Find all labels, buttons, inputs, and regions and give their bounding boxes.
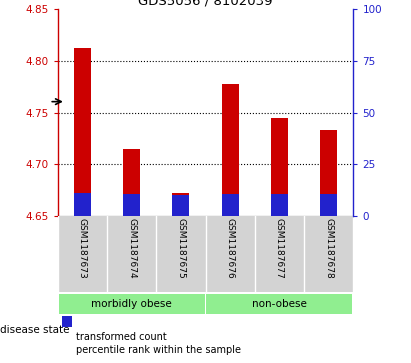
Bar <box>271 118 288 216</box>
Title: GDS5056 / 8102039: GDS5056 / 8102039 <box>138 0 273 8</box>
Text: GSM1187674: GSM1187674 <box>127 218 136 279</box>
Bar <box>172 193 189 216</box>
Bar <box>123 149 140 216</box>
Bar <box>206 294 353 314</box>
Bar <box>320 194 337 216</box>
Bar <box>271 194 288 216</box>
Bar <box>62 200 72 327</box>
Bar <box>123 194 140 216</box>
Text: morbidly obese: morbidly obese <box>91 299 172 309</box>
Text: percentile rank within the sample: percentile rank within the sample <box>76 345 241 355</box>
Text: GSM1187673: GSM1187673 <box>78 218 87 279</box>
Text: GSM1187676: GSM1187676 <box>226 218 235 279</box>
Text: GSM1187678: GSM1187678 <box>324 218 333 279</box>
Bar <box>74 48 91 216</box>
Bar <box>222 83 239 216</box>
Bar <box>222 194 239 216</box>
Text: GSM1187675: GSM1187675 <box>176 218 185 279</box>
Text: disease state: disease state <box>0 325 69 335</box>
Bar <box>320 130 337 216</box>
Bar <box>62 36 72 163</box>
Bar <box>74 193 91 216</box>
Text: non-obese: non-obese <box>252 299 307 309</box>
Bar <box>172 195 189 216</box>
Bar <box>58 294 205 314</box>
Text: transformed count: transformed count <box>76 332 167 342</box>
Text: GSM1187677: GSM1187677 <box>275 218 284 279</box>
